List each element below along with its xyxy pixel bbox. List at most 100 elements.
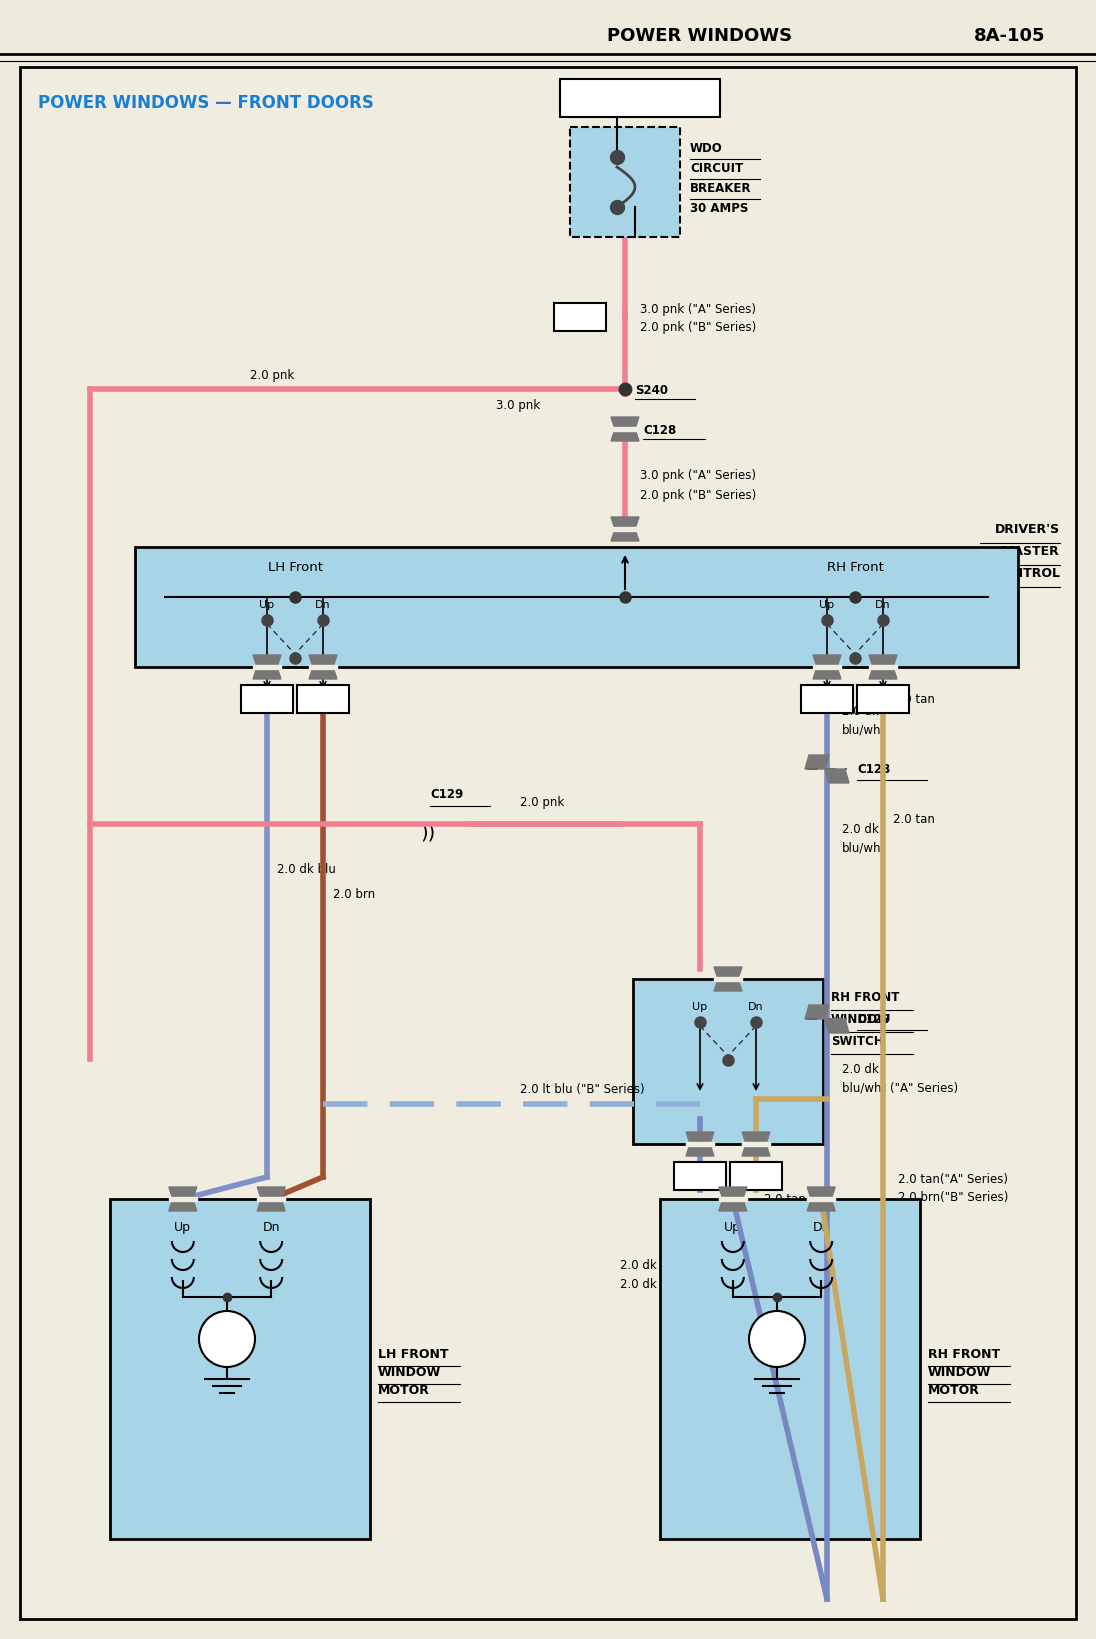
Polygon shape [309,665,336,670]
Text: RH FRONT: RH FRONT [928,1347,1001,1360]
Polygon shape [742,1142,770,1146]
Text: 8A-105: 8A-105 [974,26,1046,44]
Text: Dn: Dn [316,600,331,610]
Polygon shape [258,1187,285,1200]
Text: 76: 76 [571,311,589,325]
Text: 2.0 pnk ("B" Series): 2.0 pnk ("B" Series) [640,321,756,334]
Bar [730,1162,783,1190]
Text: 166: 166 [814,693,840,706]
Polygon shape [253,665,281,670]
Text: Up: Up [174,1221,192,1234]
Bar [560,80,720,118]
Bar [297,685,349,713]
Polygon shape [825,770,849,783]
Text: blu/wht ("A" Series): blu/wht ("A" Series) [842,1080,958,1093]
Polygon shape [686,1133,713,1144]
Bar [674,1162,726,1190]
Text: Up: Up [260,600,275,610]
Polygon shape [813,665,841,670]
Text: 2.0 tan: 2.0 tan [893,813,935,826]
Text: RH Front: RH Front [826,561,883,574]
Text: WINDOW: WINDOW [928,1365,991,1378]
Text: Up: Up [724,1221,741,1234]
Text: Dn: Dn [812,1221,830,1234]
Text: WINDOW: WINDOW [378,1365,442,1378]
Text: Dn: Dn [876,600,891,610]
Bar [633,980,823,1144]
Polygon shape [807,1200,835,1211]
Polygon shape [610,428,639,431]
Polygon shape [804,756,829,770]
Text: 2.0 brn: 2.0 brn [333,888,375,901]
Text: 2.0 dk blu: 2.0 dk blu [277,864,335,875]
Polygon shape [869,656,897,667]
Polygon shape [169,1196,197,1201]
Polygon shape [610,529,639,541]
Bar [135,547,1018,667]
Polygon shape [253,656,281,667]
Polygon shape [869,665,897,670]
Text: 2.0 tan: 2.0 tan [764,1193,806,1206]
Polygon shape [258,1196,285,1201]
Bar [801,685,853,713]
Text: POWER WINDOWS — FRONT DOORS: POWER WINDOWS — FRONT DOORS [38,93,374,111]
Text: 2.0 pnk: 2.0 pnk [250,369,294,382]
Bar [660,1200,920,1539]
Text: LH FRONT: LH FRONT [378,1347,448,1360]
Text: C128: C128 [643,423,676,436]
Polygon shape [813,656,841,667]
Text: MOTOR: MOTOR [928,1383,980,1396]
Polygon shape [742,1144,770,1155]
Text: HOT IN RUN: HOT IN RUN [598,92,682,105]
Text: 3.0 pnk ("A" Series): 3.0 pnk ("A" Series) [640,469,756,482]
Polygon shape [804,1005,829,1019]
Text: 2.0 pnk: 2.0 pnk [520,797,564,810]
Text: MOTOR: MOTOR [378,1383,430,1396]
Bar [553,303,606,331]
Text: S240: S240 [635,384,667,397]
Polygon shape [610,418,639,429]
Text: 2.0 tan: 2.0 tan [893,693,935,706]
Polygon shape [169,1200,197,1211]
Text: M: M [768,1331,786,1349]
Polygon shape [742,1133,770,1144]
Polygon shape [169,1187,197,1200]
Text: M: M [218,1331,236,1349]
Polygon shape [825,1019,849,1033]
Text: 2.0 pnk ("B" Series): 2.0 pnk ("B" Series) [640,488,756,502]
Text: )): )) [420,823,435,842]
Text: C129: C129 [430,788,464,801]
Text: 2.0 dk: 2.0 dk [842,823,879,836]
Text: C128: C128 [857,764,890,775]
Polygon shape [869,667,897,680]
Text: Up: Up [820,600,834,610]
Text: SWITCH: SWITCH [831,1034,883,1047]
Text: 167: 167 [870,693,897,706]
Text: 165: 165 [310,693,336,706]
Polygon shape [686,1142,713,1146]
Circle shape [199,1311,255,1367]
Polygon shape [309,667,336,680]
Text: WDO: WDO [690,141,722,154]
Polygon shape [610,429,639,443]
Polygon shape [309,656,336,667]
Text: 2.0 tan("A" Series): 2.0 tan("A" Series) [898,1174,1008,1185]
Polygon shape [713,967,742,980]
Polygon shape [610,518,639,529]
Text: 3.0 pnk: 3.0 pnk [495,398,540,411]
Polygon shape [807,1196,835,1201]
Text: LH Front: LH Front [267,561,322,574]
Text: 2.0 dk: 2.0 dk [842,1062,879,1075]
Text: RH FRONT: RH FRONT [831,992,900,1003]
Text: 30 AMPS: 30 AMPS [690,202,749,215]
Polygon shape [813,667,841,680]
Polygon shape [686,1144,713,1155]
Text: 167: 167 [743,1170,769,1183]
Polygon shape [258,1200,285,1211]
Polygon shape [253,667,281,680]
Text: 2.0 dk: 2.0 dk [842,705,879,718]
Polygon shape [719,1196,746,1201]
Text: Up: Up [693,1001,708,1011]
Polygon shape [713,980,742,992]
Text: CONTROL: CONTROL [993,567,1060,580]
